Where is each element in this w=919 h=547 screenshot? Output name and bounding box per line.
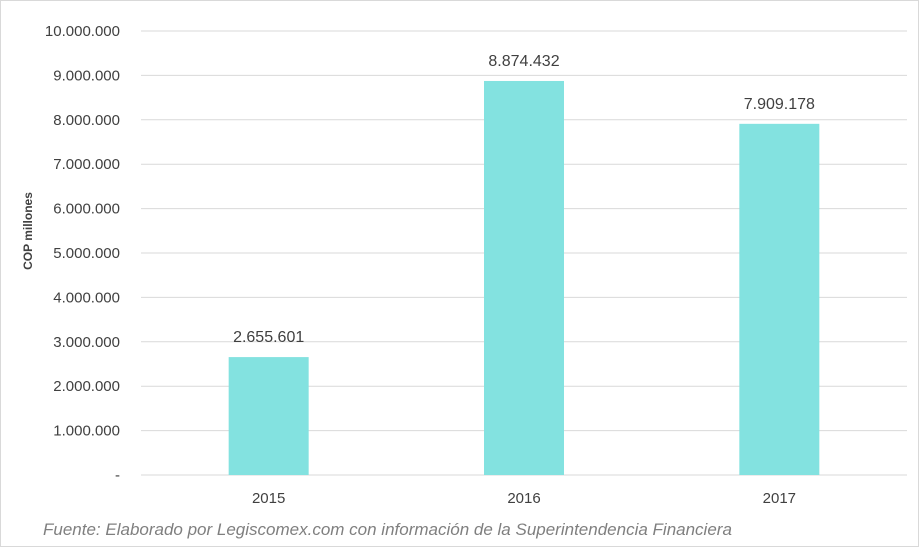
x-axis-tick-labels: 2015 2016 2017 bbox=[252, 490, 796, 507]
x-tick-label-2017: 2017 bbox=[763, 490, 796, 507]
x-tick-label-2016: 2016 bbox=[507, 490, 540, 507]
y-tick-label: 9.000.000 bbox=[53, 67, 120, 84]
y-tick-label: 3.000.000 bbox=[53, 334, 120, 351]
y-axis-tick-labels: - 1.000.000 2.000.000 3.000.000 4.000.000 5.0… bbox=[45, 23, 120, 484]
bars bbox=[228, 80, 820, 476]
bar-2015 bbox=[228, 357, 309, 475]
y-tick-label: 5.000.000 bbox=[53, 245, 120, 262]
data-label-2017: 7.909.178 bbox=[744, 96, 815, 113]
x-tick-label-2015: 2015 bbox=[252, 490, 285, 507]
y-tick-label: 8.000.000 bbox=[53, 112, 120, 129]
y-tick-label: 7.000.000 bbox=[53, 156, 120, 173]
source-note: Fuente: Elaborado por Legiscomex.com con… bbox=[43, 520, 732, 539]
y-axis-title: COP millones bbox=[21, 192, 35, 270]
bar-2016 bbox=[484, 80, 564, 475]
y-tick-label: 2.000.000 bbox=[53, 378, 120, 395]
data-label-2016: 8.874.432 bbox=[488, 53, 559, 70]
y-tick-label: 1.000.000 bbox=[53, 423, 120, 440]
y-tick-label: 4.000.000 bbox=[53, 289, 120, 306]
y-tick-label: 6.000.000 bbox=[53, 201, 120, 218]
bar-2017 bbox=[739, 123, 820, 476]
y-tick-label: 10.000.000 bbox=[45, 23, 120, 40]
data-label-2015: 2.655.601 bbox=[233, 329, 304, 346]
data-labels: 2.655.601 8.874.432 7.909.178 bbox=[233, 53, 815, 346]
y-tick-label: - bbox=[115, 467, 120, 484]
